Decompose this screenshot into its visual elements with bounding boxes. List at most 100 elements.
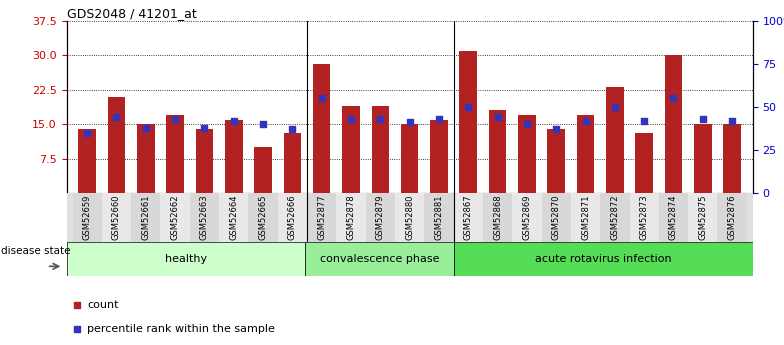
Bar [401, 124, 419, 193]
Bar [67, 241, 305, 276]
Bar [659, 193, 688, 242]
Bar [225, 120, 242, 193]
Point [462, 104, 474, 110]
Text: GSM52665: GSM52665 [259, 195, 267, 240]
Bar [665, 55, 682, 193]
Bar [483, 193, 512, 242]
Point [521, 121, 533, 127]
Bar [307, 193, 336, 242]
Point [257, 121, 270, 127]
Text: GSM52869: GSM52869 [522, 195, 532, 240]
Bar [601, 193, 630, 242]
Text: GSM52881: GSM52881 [434, 195, 444, 240]
Bar [102, 193, 131, 242]
Point [286, 127, 299, 132]
Bar [518, 115, 535, 193]
Bar [542, 193, 571, 242]
Text: acute rotavirus infection: acute rotavirus infection [535, 254, 672, 264]
Bar [372, 106, 389, 193]
Bar [459, 51, 477, 193]
Text: GDS2048 / 41201_at: GDS2048 / 41201_at [67, 7, 196, 20]
Bar [717, 193, 747, 242]
Bar [78, 129, 96, 193]
Bar [424, 193, 454, 242]
Text: GSM52874: GSM52874 [669, 195, 678, 240]
Point [81, 130, 93, 136]
Bar [166, 115, 184, 193]
Text: GSM52880: GSM52880 [405, 195, 414, 240]
Point [111, 115, 123, 120]
Bar [630, 193, 659, 242]
Bar [196, 129, 213, 193]
Point [726, 118, 739, 124]
Text: GSM52659: GSM52659 [82, 195, 92, 240]
Bar [512, 193, 542, 242]
Point [403, 120, 416, 125]
Bar [455, 241, 753, 276]
Point [169, 116, 181, 122]
Bar [190, 193, 219, 242]
Point [667, 96, 680, 101]
Point [227, 118, 240, 124]
Point [71, 327, 83, 332]
Bar [395, 193, 424, 242]
Text: GSM52662: GSM52662 [171, 195, 180, 240]
Bar [488, 110, 506, 193]
Text: GSM52664: GSM52664 [229, 195, 238, 240]
Bar [72, 193, 102, 242]
Bar [107, 97, 125, 193]
Bar [313, 65, 331, 193]
Bar [430, 120, 448, 193]
Point [608, 104, 621, 110]
Bar [688, 193, 717, 242]
Point [315, 96, 328, 101]
Bar [547, 129, 565, 193]
Point [638, 118, 651, 124]
Point [71, 302, 83, 307]
Text: convalescence phase: convalescence phase [320, 254, 440, 264]
Bar [454, 193, 483, 242]
Bar [278, 193, 307, 242]
Text: GSM52875: GSM52875 [699, 195, 707, 240]
Bar [342, 106, 360, 193]
Text: GSM52877: GSM52877 [318, 195, 326, 240]
Text: GSM52872: GSM52872 [611, 195, 619, 240]
Bar [305, 241, 455, 276]
Text: GSM52868: GSM52868 [493, 195, 502, 240]
Point [550, 127, 562, 132]
Text: GSM52879: GSM52879 [376, 195, 385, 240]
Point [198, 125, 211, 130]
Point [492, 115, 504, 120]
Bar [577, 115, 594, 193]
Text: count: count [87, 300, 118, 309]
Text: GSM52660: GSM52660 [112, 195, 121, 240]
Bar [606, 87, 623, 193]
Text: GSM52870: GSM52870 [552, 195, 561, 240]
Point [579, 118, 592, 124]
Bar [249, 193, 278, 242]
Bar [161, 193, 190, 242]
Bar [635, 134, 653, 193]
Text: GSM52666: GSM52666 [288, 195, 297, 240]
Text: percentile rank within the sample: percentile rank within the sample [87, 325, 275, 334]
Point [140, 125, 152, 130]
Point [345, 116, 358, 122]
Point [696, 116, 709, 122]
Text: GSM52871: GSM52871 [581, 195, 590, 240]
Text: GSM52663: GSM52663 [200, 195, 209, 240]
Text: disease state: disease state [2, 246, 71, 256]
Bar [219, 193, 249, 242]
Bar [336, 193, 365, 242]
Bar [131, 193, 161, 242]
Bar [254, 147, 272, 193]
Text: GSM52867: GSM52867 [464, 195, 473, 240]
Text: healthy: healthy [165, 254, 207, 264]
Text: GSM52873: GSM52873 [640, 195, 648, 240]
Text: GSM52661: GSM52661 [141, 195, 151, 240]
Bar [724, 124, 741, 193]
Point [374, 116, 387, 122]
Bar [365, 193, 395, 242]
Text: GSM52878: GSM52878 [347, 195, 355, 240]
Bar [137, 124, 154, 193]
Point [433, 116, 445, 122]
